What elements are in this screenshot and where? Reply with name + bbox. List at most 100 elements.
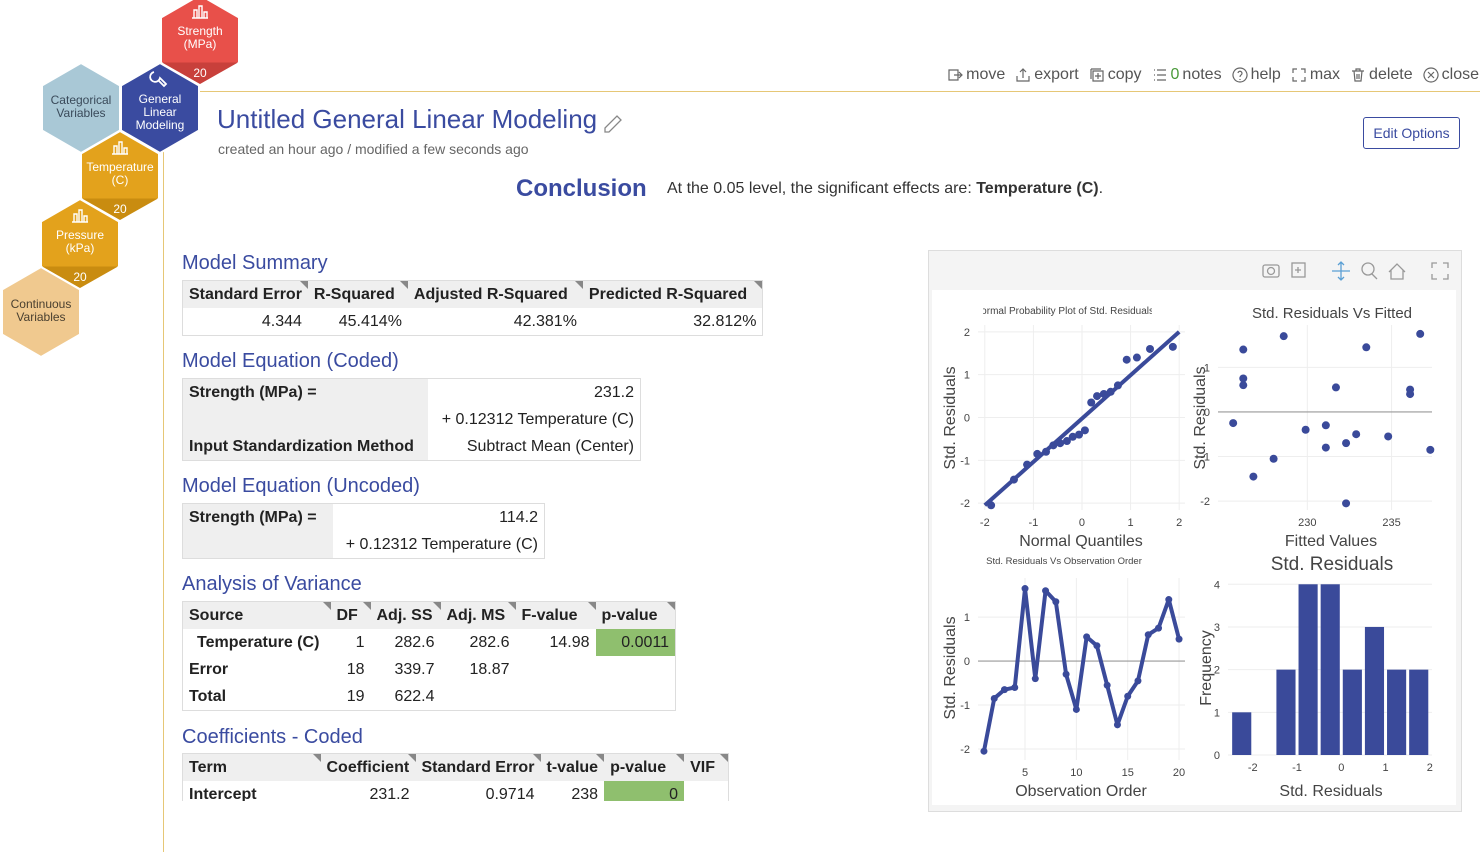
node-label[interactable]: Pressure (kPa)	[55, 228, 105, 255]
column-header[interactable]: p-value	[604, 753, 685, 781]
table: Term Coefficient Standard Error t-value p-va…	[182, 753, 729, 801]
table: Strength (MPa) = 114.2 + 0.12312 Temperatu…	[182, 503, 545, 559]
header-row: Source DF Adj. SS Adj. MS F-value p-value	[182, 601, 676, 629]
table-cell: 32.812%	[693, 312, 757, 330]
table-row: Temperature (C) 1 282.6 282.6 14.98 0.0011	[183, 629, 676, 656]
column-header[interactable]: Source	[182, 601, 331, 629]
toolbar-label: copy	[1107, 66, 1142, 83]
title[interactable]: Untitled General Linear Modeling	[217, 104, 598, 134]
table-cell: 14.98	[549, 633, 590, 651]
table-row: Total 19 622.4	[183, 683, 676, 711]
node-label[interactable]: Strength (MPa)	[177, 24, 223, 51]
empty-cell	[182, 406, 428, 433]
table-cell: 4.344	[261, 312, 302, 330]
table-cell: 1	[355, 633, 365, 651]
icon-path	[1352, 68, 1365, 82]
column-header[interactable]: Coefficient	[320, 753, 416, 781]
empty-cell	[441, 683, 516, 711]
table-cell: 231.2	[369, 785, 410, 802]
table-cell: 0.0011	[595, 629, 676, 656]
chart-area	[932, 290, 1456, 805]
node-badge: 20	[73, 270, 87, 284]
toolbar-move[interactable]: move	[947, 66, 1005, 84]
icon-path	[1090, 68, 1104, 82]
node-label[interactable]: Continuous Variables	[10, 297, 72, 324]
toolbar-close[interactable]: close	[1423, 66, 1479, 84]
coefficients-scroll: Term Coefficient Standard Error t-value p-va…	[182, 753, 742, 801]
header-row: Standard Error R-Squared Adjusted R-Square…	[182, 280, 763, 308]
toolbar-icon	[1231, 67, 1248, 83]
node-label[interactable]: General Linear Modeling	[135, 92, 185, 132]
column-header[interactable]: Standard Error	[415, 753, 541, 781]
toolbar-max[interactable]: max	[1291, 66, 1340, 84]
toolbar-label: notes	[1182, 66, 1222, 83]
node-label[interactable]: Categorical Variables	[50, 93, 112, 120]
significant-effect: Temperature (C)	[976, 180, 1099, 197]
toolbar-icon	[948, 69, 963, 81]
column-header[interactable]: Adj. MS	[440, 601, 516, 629]
column-header[interactable]: Adj. SS	[370, 601, 441, 629]
table-cell: 42.381%	[513, 312, 577, 330]
node-badge: 20	[193, 66, 207, 80]
edit-options-button[interactable]: Edit Options	[1363, 117, 1460, 149]
table-cell: Strength (MPa) =	[182, 378, 428, 406]
node-label[interactable]: Temperature (C)	[86, 160, 154, 187]
empty-cell	[516, 656, 596, 683]
section-title: Model Equation (Coded)	[182, 350, 399, 372]
table-cell: 45.414%	[338, 312, 402, 330]
table-row: Strength (MPa) = 114.2	[182, 503, 545, 531]
section-title: Analysis of Variance	[182, 573, 362, 595]
table-cell: 18	[346, 660, 365, 678]
table-cell: 339.7	[394, 660, 435, 678]
icon-path	[1231, 67, 1248, 83]
column-header[interactable]: VIF	[684, 753, 729, 781]
table-cell: Strength (MPa) =	[182, 503, 333, 531]
toolbar-label: delete	[1369, 66, 1413, 83]
toolbar-label: export	[1034, 66, 1079, 83]
section-title: Model Equation (Uncoded)	[182, 475, 420, 497]
toolbar-help[interactable]: help	[1231, 66, 1281, 84]
toolbar-notes[interactable]: 0 notes	[1152, 66, 1222, 84]
toolbar-icon	[1016, 68, 1030, 82]
subtitle: created an hour ago / modified a few sec…	[218, 141, 529, 157]
conclusion-text: At the 0.05 level, the significant effec…	[667, 180, 1103, 198]
column-header[interactable]: DF	[330, 601, 371, 629]
toolbar-export[interactable]: export	[1015, 66, 1079, 84]
icon-path	[1292, 68, 1306, 82]
icon-path	[1423, 67, 1439, 83]
table-row: Error 18 339.7 18.87	[183, 656, 676, 683]
table-cell: 0.9714	[485, 785, 535, 802]
empty-cell	[596, 683, 676, 711]
table-cell: Total	[189, 687, 227, 705]
toolbar: move export copy 0 notes help max delete close	[947, 66, 1479, 84]
toolbar-icon	[1352, 68, 1365, 82]
table-cell: Input Standardization Method	[182, 433, 428, 461]
table-cell: 0	[604, 781, 685, 801]
toolbar-icon	[1153, 69, 1166, 81]
empty-cell	[516, 683, 596, 711]
toolbar-delete[interactable]: delete	[1350, 66, 1413, 84]
toolbar-label: max	[1309, 66, 1341, 83]
table-cell: 114.2	[499, 508, 538, 526]
column-header[interactable]: Standard Error	[182, 280, 308, 308]
toolbar-label: move	[966, 66, 1006, 83]
column-header[interactable]: t-value	[540, 753, 605, 781]
column-header[interactable]: Predicted R-Squared	[582, 280, 763, 308]
table-cell: + 0.12312 Temperature (C)	[345, 535, 538, 553]
table-row: + 0.12312 Temperature (C)	[182, 531, 545, 559]
icon-path	[1153, 69, 1166, 81]
column-header[interactable]: F-value	[515, 601, 596, 629]
column-header[interactable]: p-value	[595, 601, 676, 629]
conclusion-end: .	[1098, 180, 1104, 197]
toolbar-copy[interactable]: copy	[1089, 66, 1142, 84]
column-header[interactable]: R-Squared	[307, 280, 408, 308]
column-header[interactable]: Adjusted R-Squared	[407, 280, 583, 308]
table-cell: Error	[189, 660, 229, 678]
empty-cell	[684, 781, 728, 801]
table-row: Intercept 231.2 0.9714 238 0	[183, 781, 729, 801]
column-header[interactable]: Term	[182, 753, 321, 781]
toolbar-icon	[1292, 68, 1306, 82]
empty-cell	[596, 656, 676, 683]
empty-cell	[182, 531, 333, 559]
table-cell: 231.2	[593, 383, 634, 401]
